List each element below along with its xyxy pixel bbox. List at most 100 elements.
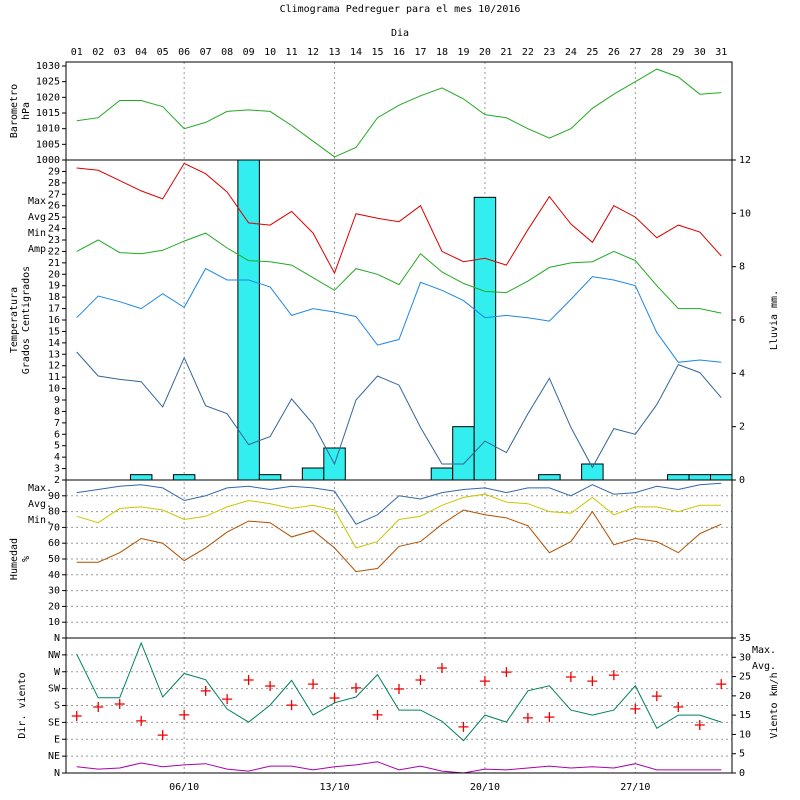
y2-tick-label: 30	[739, 652, 751, 663]
y-tick-label: 22	[48, 246, 60, 257]
legend-label: Amp.	[28, 244, 52, 255]
y-tick-label: 6	[54, 429, 60, 440]
direction-marker	[71, 711, 82, 721]
direction-marker	[114, 699, 125, 709]
rain-bar	[430, 467, 454, 481]
y-tick-label: 23	[48, 235, 60, 246]
x-tick-label: 28	[651, 47, 663, 58]
y-tick-label: 5	[54, 441, 60, 452]
y-tick-label: 10	[48, 617, 60, 628]
y2-tick-label: 2	[739, 422, 745, 433]
y2-tick-label: 20	[739, 691, 751, 702]
y-tick-label: 50	[48, 554, 60, 565]
y-tick-label: 10	[48, 384, 60, 395]
rain-bar	[688, 474, 712, 481]
legend-label: Avg.	[28, 499, 52, 510]
x-tick-label: 24	[565, 47, 577, 58]
series-line	[76, 68, 722, 158]
x-tick-label: 27	[629, 47, 641, 58]
y2-tick-label: 6	[739, 315, 745, 326]
y-axis-title: %	[21, 556, 32, 562]
direction-marker	[630, 703, 641, 714]
y-tick-label: 1025	[36, 77, 60, 88]
rain-bar	[237, 159, 260, 481]
x-tick-label: 22	[522, 47, 534, 58]
legend-label: Avg.	[28, 212, 52, 223]
x-axis-title: Dia	[391, 28, 409, 39]
direction-marker	[308, 679, 319, 690]
y2-tick-label: 4	[739, 368, 745, 379]
direction-marker	[286, 700, 297, 711]
y-tick-label: 27	[48, 189, 60, 200]
x-tick-label: 17	[414, 47, 426, 58]
x-tick-label: 25	[586, 47, 598, 58]
y-tick-label: 8	[54, 406, 60, 417]
y-tick-label: 13	[48, 349, 60, 360]
y-tick-label: 4	[54, 452, 60, 463]
y-tick-label: 9	[54, 395, 60, 406]
x-tick-label: 02	[92, 47, 104, 58]
y-tick-label: 17	[48, 304, 60, 315]
y-tick-label: 30	[48, 586, 60, 597]
y-axis-title: Dir. viento	[17, 672, 28, 738]
direction-marker	[265, 681, 276, 691]
series-line	[76, 761, 722, 774]
y-tick-label: 80	[48, 507, 60, 518]
series-line	[76, 482, 722, 525]
y-tick-label: 14	[48, 338, 60, 349]
x-tick-label: 06	[178, 47, 190, 58]
direction-marker	[222, 694, 233, 705]
x-tick-label: 19	[457, 47, 469, 58]
y-tick-label: 90	[48, 491, 60, 502]
y2-tick-label: 12	[739, 155, 751, 166]
x-tick-label: 04	[135, 47, 147, 58]
y-tick-label: 21	[48, 258, 60, 269]
chart-title: Climograma Pedreguer para el mes 10/2016	[280, 4, 521, 15]
legend-label: Max.	[28, 196, 52, 207]
y-axis-title: Barometro	[9, 84, 20, 138]
x-tick-label: 07	[200, 47, 212, 58]
direction-marker	[372, 709, 383, 720]
y-tick-label: 2	[54, 475, 60, 486]
direction-marker	[673, 702, 684, 712]
direction-marker	[93, 702, 104, 712]
y-tick-label: 20	[48, 269, 60, 280]
x-tick-label: 01	[71, 47, 83, 58]
x-tick-label: 03	[114, 47, 126, 58]
y-tick-label: 1000	[36, 155, 60, 166]
legend-label: Max.	[752, 645, 776, 656]
y-tick-label: N	[54, 768, 60, 779]
series-line	[76, 232, 722, 314]
x-tick-label: 12	[307, 47, 319, 58]
y-tick-label: 40	[48, 570, 60, 581]
y-tick-label: NW	[48, 650, 61, 661]
x-tick-label: 15	[371, 47, 383, 58]
direction-marker	[458, 721, 469, 732]
y-axis-title: Humedad	[9, 538, 20, 580]
direction-marker	[329, 693, 340, 703]
direction-marker	[501, 667, 512, 678]
y-axis-title: hPa	[21, 102, 32, 120]
x-tick-label: 20	[479, 47, 491, 58]
x-tick-label: 16	[393, 47, 405, 58]
y-tick-label: 1030	[36, 61, 60, 72]
y-tick-label: N	[54, 633, 60, 644]
x-tick-label: 05	[157, 47, 169, 58]
legend-label: Min.	[28, 515, 52, 526]
y2-tick-label: 8	[739, 262, 745, 273]
y-tick-label: 1020	[36, 92, 60, 103]
y-tick-label: 3	[54, 464, 60, 475]
y-tick-label: 15	[48, 326, 60, 337]
series-line	[76, 641, 722, 742]
direction-marker	[436, 663, 447, 673]
y-tick-label: SE	[48, 717, 60, 728]
rain-bar	[301, 467, 325, 481]
x-tick-label: 27/10	[620, 782, 650, 793]
direction-marker	[651, 691, 662, 702]
y-tick-label: 20	[48, 601, 60, 612]
y-tick-label: 26	[48, 201, 60, 212]
y2-tick-label: 5	[739, 749, 745, 760]
y-tick-label: 24	[48, 224, 60, 235]
